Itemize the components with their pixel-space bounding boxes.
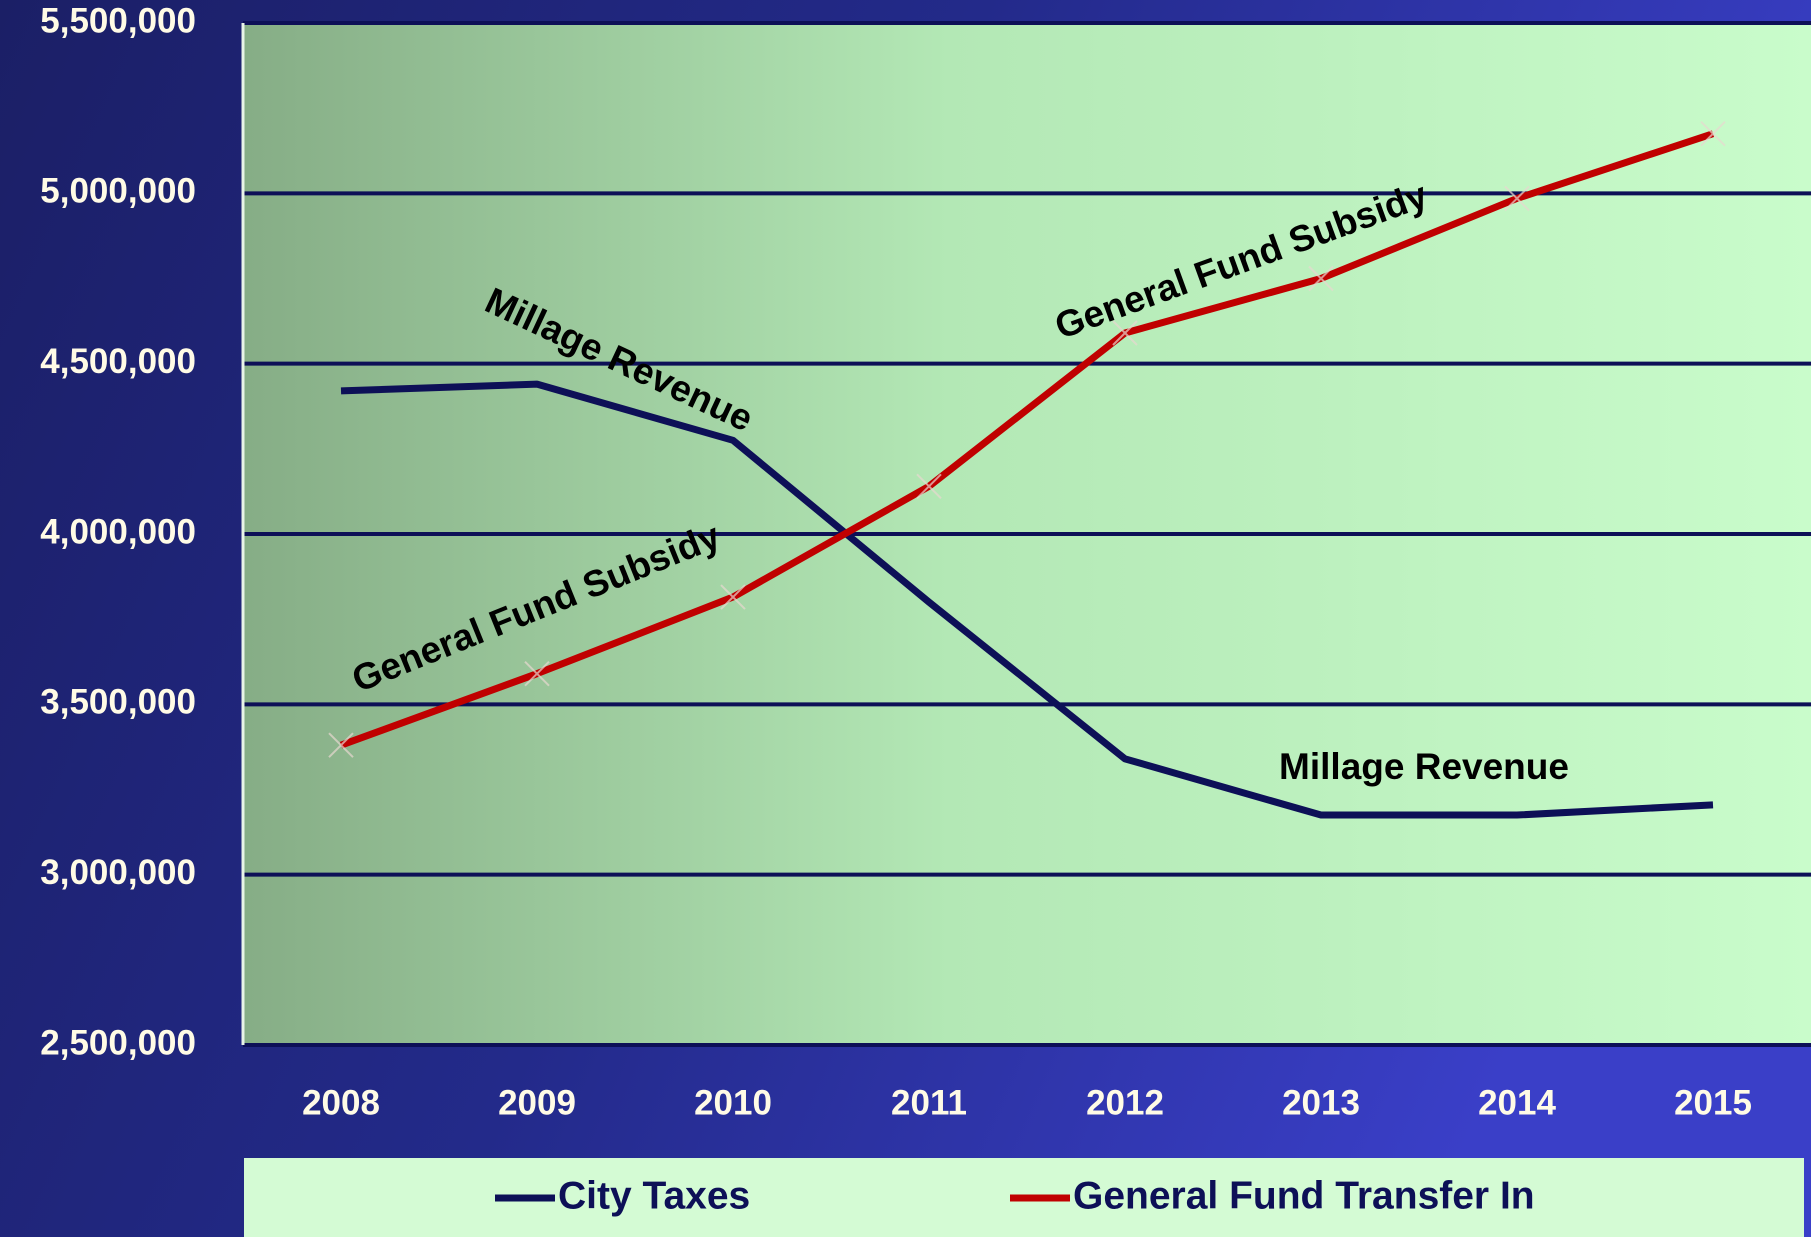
x-tick-label: 2008 [302,1083,380,1122]
annotation: Millage Revenue [1279,746,1569,787]
y-tick-label: 2,500,000 [40,1023,196,1062]
x-tick-label: 2014 [1478,1083,1556,1122]
chart: 2,500,000 3,000,000 3,500,000 4,000,000 4,50… [0,0,1811,1237]
legend-label: General Fund Transfer In [1073,1174,1535,1217]
x-tick-label: 2010 [694,1083,772,1122]
x-tick-label: 2013 [1282,1083,1360,1122]
y-tick-label: 4,000,000 [40,512,196,551]
y-tick-label: 4,500,000 [40,342,196,381]
y-tick-label: 3,500,000 [40,683,196,722]
x-tick-label: 2009 [498,1083,576,1122]
x-tick-label: 2012 [1086,1083,1164,1122]
y-tick-label: 5,000,000 [40,172,196,211]
y-tick-label: 3,000,000 [40,853,196,892]
x-tick-label: 2015 [1674,1083,1752,1122]
x-tick-label: 2011 [891,1083,967,1122]
legend-label: City Taxes [558,1174,750,1217]
y-tick-label: 5,500,000 [40,1,196,40]
